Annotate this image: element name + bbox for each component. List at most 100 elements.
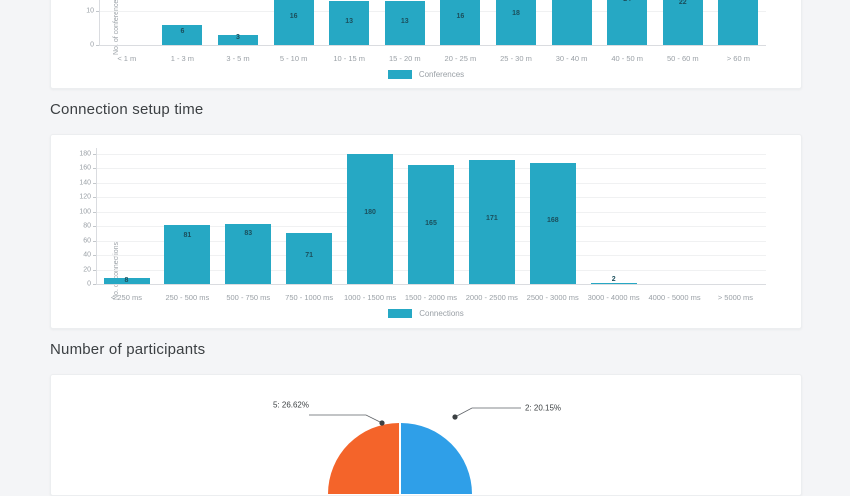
bar-conferences[interactable] (551, 0, 592, 45)
bar-conferences[interactable] (329, 1, 370, 45)
bar-value-label: 3 (236, 33, 240, 41)
chart1-x-tick: > 60 m (726, 54, 750, 63)
chart2-x-tick: 250 - 500 ms (165, 293, 210, 302)
pie-label-2: 2: 20.15% (525, 403, 562, 413)
chart1-x-tick: 30 - 40 m (555, 54, 588, 63)
chart2-x-tick: 4000 - 5000 ms (648, 293, 701, 302)
chart1-x-tick: 1 - 3 m (170, 54, 195, 63)
pie-leader-line-2 (454, 407, 521, 418)
participants-pie-chart: 5: 26.62% 2: 20.15% (51, 375, 801, 495)
chart1-x-axis-line (99, 45, 766, 46)
chart2-legend: Connections (51, 309, 801, 318)
bar-connections[interactable] (225, 223, 272, 284)
chart1-y-tick-mark (96, 45, 99, 46)
pie-leader-dot-2 (452, 414, 458, 420)
number-of-participants-chart-card: 5: 26.62% 2: 20.15% (50, 374, 802, 496)
chart2-plot-area: 0 20 40 60 80 100 120 140 160 180 (79, 148, 766, 302)
chart1-plot-area: 0 10 20 30 6 3 16 13 13 (86, 0, 766, 63)
bar-value-label: 8 (124, 277, 129, 284)
chart2-y-tick-mark (93, 182, 96, 184)
chart2-x-tick: 1000 - 1500 ms (343, 293, 397, 302)
bar-value-label: 180 (364, 209, 376, 216)
bar-value-label: 6 (180, 27, 185, 35)
bar-connections[interactable] (590, 282, 637, 284)
bar-value-label: 81 (183, 232, 192, 239)
pie-slice-2[interactable] (401, 423, 472, 494)
pie-leader-line-5 (309, 414, 383, 424)
legend-swatch-connections (388, 309, 413, 318)
chart2-y-tick: 20 (83, 266, 91, 273)
analytics-dashboard-page: No. of conferences 0 10 20 30 (50, 0, 802, 496)
chart2-x-tick: 2500 - 3000 ms (526, 293, 579, 302)
bar-connections[interactable] (103, 278, 150, 284)
chart2-x-tick: 500 - 750 ms (226, 293, 271, 302)
chart1-legend: Conferences (51, 70, 801, 79)
chart2-y-axis-line (96, 148, 97, 284)
chart2-y-tick-mark (93, 168, 96, 170)
chart2-x-tick: 3000 - 4000 ms (587, 293, 640, 302)
chart2-y-tick-mark (93, 153, 96, 155)
bar-value-label: 24 (607, 0, 647, 3)
chart2-x-tick: 2000 - 2500 ms (465, 293, 518, 302)
legend-swatch-conferences (387, 70, 412, 79)
bar-value-label: 16 (456, 13, 465, 20)
bar-conferences[interactable] (384, 1, 425, 45)
chart2-y-tick: 120 (79, 193, 91, 201)
chart2-y-tick: 60 (83, 237, 91, 245)
bar-connections[interactable] (529, 162, 576, 284)
chart2-y-tick: 40 (83, 251, 91, 259)
bar-value-label: 18 (512, 10, 520, 17)
bar-value-label: 168 (546, 217, 559, 224)
chart1-x-tick: 20 - 25 m (444, 54, 477, 63)
chart2-y-tick: 140 (79, 179, 91, 187)
participants-pie-svg (309, 407, 521, 494)
chart1-x-tick: 15 - 20 m (388, 54, 421, 63)
chart2-x-tick: 750 - 1000 ms (285, 293, 334, 302)
section-title-connection-setup-time: Connection setup time (50, 101, 204, 118)
chart2-y-tick: 0 (87, 280, 91, 288)
bar-conferences[interactable] (607, 0, 648, 45)
pie-slice-5[interactable] (328, 423, 399, 494)
bar-conferences[interactable] (218, 34, 258, 45)
bar-value-label: 13 (345, 18, 354, 25)
chart2-x-tick: > 5000 ms (717, 293, 754, 302)
bar-value-label: 165 (425, 220, 437, 227)
chart1-x-tick: 10 - 15 m (333, 54, 366, 63)
chart1-x-tick: 50 - 60 m (666, 54, 699, 63)
section-title-number-of-participants: Number of participants (50, 341, 206, 358)
chart2-gridline (96, 153, 766, 155)
bar-conferences[interactable] (662, 0, 703, 45)
bar-connections[interactable] (286, 232, 333, 284)
bar-value-label: 71 (305, 252, 314, 259)
bar-connections[interactable] (468, 160, 515, 284)
bar-connections[interactable] (164, 225, 211, 284)
bar-conferences[interactable] (440, 0, 481, 45)
chart2-y-tick: 100 (79, 208, 91, 216)
chart1-gridline (99, 11, 766, 13)
chart2-y-tick: 80 (83, 222, 91, 230)
chart2-y-tick: 180 (79, 150, 91, 158)
bar-value-label: 13 (400, 18, 409, 25)
bar-conferences[interactable] (718, 0, 759, 45)
bar-connections[interactable] (408, 164, 454, 284)
bar-connections[interactable] (347, 153, 394, 284)
bar-value-label: 16 (289, 13, 298, 20)
chart1-y-tick: 10 (86, 7, 94, 15)
bar-conferences[interactable] (273, 0, 314, 45)
chart2-y-tick: 160 (79, 164, 91, 172)
pie-leader-dot-5 (379, 420, 385, 426)
chart2-y-tick-mark (93, 197, 96, 199)
legend-label-connections: Connections (419, 309, 464, 318)
chart2-y-tick-mark (93, 226, 96, 228)
chart1-x-tick: < 1 m (117, 54, 137, 63)
chart1-y-tick: 0 (90, 41, 94, 49)
bar-conferences[interactable] (496, 0, 536, 45)
legend-label-conferences: Conferences (418, 70, 465, 79)
connection-setup-time-chart-card: No. of connections 0 20 40 60 80 100 120… (50, 134, 802, 329)
chart2-y-tick-mark (93, 211, 96, 213)
chart1-x-tick: 3 - 5 m (226, 54, 250, 63)
bar-value-label: 22 (678, 0, 687, 6)
pie-label-5: 5: 26.62% (272, 400, 309, 410)
bar-conferences[interactable] (162, 24, 203, 45)
bar-value-label: 83 (244, 230, 253, 237)
